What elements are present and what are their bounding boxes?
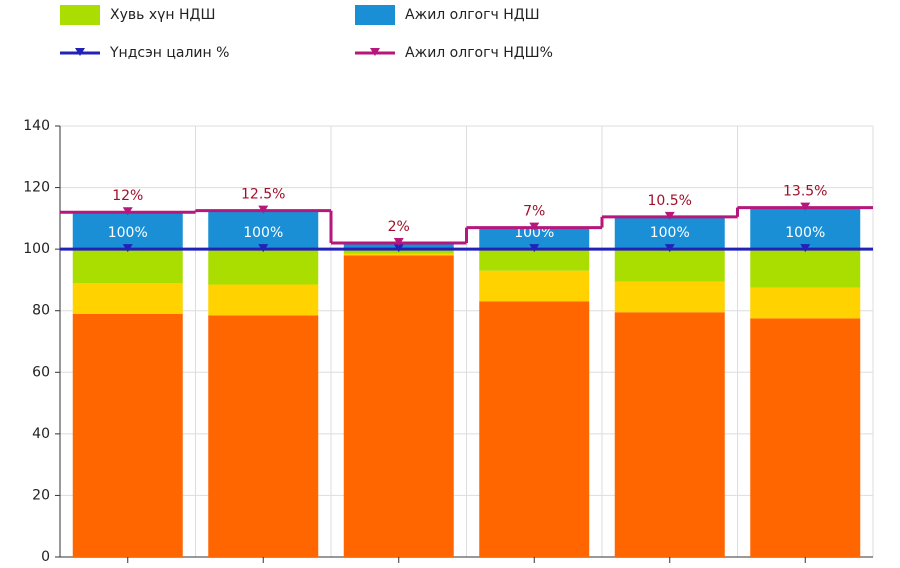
line-marker (664, 211, 675, 220)
bar-segment (72, 283, 183, 314)
line-marker (393, 244, 404, 253)
line-marker (122, 244, 133, 253)
bar-segment (208, 284, 319, 316)
legend-label: Ажил олгогч НДШ% (405, 45, 553, 61)
bar-segment (750, 287, 861, 319)
value-label: 2% (388, 219, 410, 235)
y-tick-label: 40 (32, 426, 50, 442)
bar-segment (614, 216, 725, 250)
y-tick-label: 100 (23, 241, 50, 257)
line-marker (800, 202, 811, 211)
value-label: 100% (650, 225, 690, 241)
value-label: 12% (112, 188, 143, 204)
line-marker (258, 205, 269, 214)
y-tick-label: 0 (41, 549, 50, 565)
y-tick-label: 140 (23, 118, 50, 134)
line-marker (529, 244, 540, 253)
value-label: 7% (523, 204, 545, 220)
value-label: 13.5% (783, 184, 827, 200)
bar-segment (750, 318, 861, 557)
bar-segment (614, 249, 725, 282)
legend-label: Хувь хүн НДШ (110, 7, 215, 23)
bar-segment (72, 249, 183, 284)
line-marker (529, 222, 540, 231)
y-tick-label: 80 (32, 303, 50, 319)
line-marker (258, 244, 269, 253)
value-label: 100% (108, 225, 148, 241)
bar-segment (72, 212, 183, 250)
bar-segment (479, 249, 590, 271)
value-label: 12.5% (241, 187, 285, 203)
bar-segment (750, 249, 861, 288)
legend-label: Үндсэн цалин % (109, 45, 229, 61)
line-marker (664, 244, 675, 253)
bar-segment (343, 255, 454, 558)
legend-swatch (60, 5, 100, 25)
bar-segment (479, 270, 590, 302)
bar-segment (614, 312, 725, 557)
bar-segment (72, 313, 183, 557)
bar-segment (614, 281, 725, 313)
bar-segment (479, 227, 590, 250)
line-marker (393, 237, 404, 246)
value-label: 100% (785, 225, 825, 241)
legend-swatch (355, 5, 395, 25)
y-tick-label: 20 (32, 487, 50, 503)
y-tick-label: 120 (23, 180, 50, 196)
value-label: 100% (514, 225, 554, 241)
legend-label: Ажил олгогч НДШ (405, 7, 540, 23)
value-label: 100% (243, 225, 283, 241)
value-label: 10.5% (648, 193, 692, 209)
bar-segment (750, 207, 861, 250)
line-marker (122, 207, 133, 216)
line-marker (800, 244, 811, 253)
bar-segment (208, 249, 319, 285)
y-tick-label: 60 (32, 364, 50, 380)
legend-marker (75, 48, 85, 56)
legend-marker (370, 48, 380, 56)
bar-segment (208, 315, 319, 557)
bar-segment (343, 253, 454, 256)
value-label: 100% (379, 225, 419, 241)
bar-segment (479, 301, 590, 557)
bar-segment (208, 210, 319, 250)
